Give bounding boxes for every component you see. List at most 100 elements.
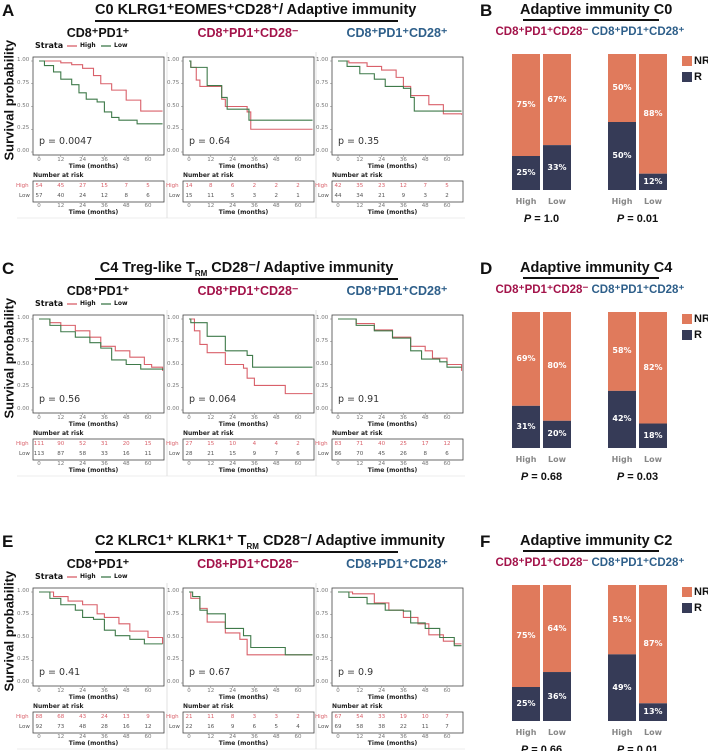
- legend-low-label: Low: [114, 573, 128, 580]
- facet-subtitle: CD8+PD1⁺CD28⁻: [197, 557, 299, 571]
- risk-low-value: 24: [79, 193, 87, 199]
- risk-row-high-label: High: [16, 183, 29, 189]
- y-tick-label: 0.00: [316, 406, 329, 412]
- risk-x-tick-label: 60: [443, 203, 451, 209]
- plot-frame: [32, 314, 165, 414]
- risk-x-tick-label: 0: [187, 203, 191, 209]
- risk-low-value: 15: [185, 193, 193, 199]
- bar-segment-nr: [639, 312, 667, 424]
- risk-low-value: 113: [33, 451, 45, 457]
- y-tick-label: 0.00: [316, 679, 329, 685]
- risk-low-value: 7: [274, 451, 278, 457]
- risk-low-value: 5: [230, 193, 235, 199]
- risk-high-value: 20: [122, 441, 130, 447]
- facet-subtitle: CD8⁺PD1⁺CD28⁻: [197, 284, 299, 298]
- risk-x-tick-label: 12: [207, 461, 215, 467]
- y-axis-label: Survival probability: [1, 570, 17, 692]
- bar-segment-r: [543, 145, 571, 190]
- risk-low-value: 8: [423, 451, 427, 457]
- x-axis-label: Time (months): [367, 467, 418, 474]
- risk-x-tick-label: 0: [336, 461, 340, 467]
- bar-label-nr: 75%: [516, 100, 536, 109]
- y-tick-label: 0.00: [167, 679, 180, 685]
- legend-nr-swatch: [682, 56, 692, 66]
- risk-low-value: 8: [124, 193, 128, 199]
- risk-high-value: 15: [207, 441, 215, 447]
- y-tick-label: 0.50: [316, 360, 329, 367]
- risk-low-value: 34: [356, 193, 364, 199]
- bar-label-r: 33%: [547, 162, 567, 172]
- risk-low-value: 2: [445, 193, 449, 199]
- risk-x-tick-label: 0: [37, 734, 41, 740]
- km-curve-low: [189, 318, 313, 368]
- bar-category-label: High: [611, 728, 633, 737]
- risk-high-value: 54: [35, 183, 43, 189]
- p-value: p = 0.0047: [39, 136, 93, 147]
- x-axis-label: Time (months): [218, 694, 269, 701]
- bar-label-nr: 88%: [643, 108, 663, 118]
- legend-r-swatch: [682, 72, 692, 82]
- strata-label: Strata: [35, 299, 64, 308]
- title-text: CD28⁻/ Adaptive immunity: [207, 260, 394, 276]
- y-tick-label: 0.00: [316, 148, 329, 154]
- risk-row-high-label: High: [315, 441, 328, 447]
- risk-high-value: 33: [378, 714, 386, 720]
- risk-high-value: 24: [100, 714, 108, 720]
- risk-high-value: 14: [185, 183, 193, 189]
- risk-x-tick-label: 0: [336, 203, 340, 209]
- risk-high-value: 11: [207, 714, 215, 720]
- risk-x-tick-label: 24: [79, 461, 87, 467]
- km-title: C0 KLRG1⁺EOMES⁺CD28⁺/ Adaptive immunity: [95, 2, 416, 20]
- facet-subtitle: CD8+PD1⁺CD28⁺: [346, 557, 448, 571]
- risk-x-tick-label: 36: [100, 734, 108, 740]
- risk-x-tick-label: 36: [100, 203, 108, 209]
- bar-segment-r: [639, 173, 667, 190]
- bar-label-nr: 67%: [547, 94, 567, 104]
- risk-x-tick-label: 36: [250, 461, 258, 467]
- risk-x-tick-label: 48: [421, 734, 429, 740]
- risk-high-value: 8: [209, 183, 213, 189]
- risk-high-value: 67: [334, 714, 342, 720]
- risk-low-value: 45: [378, 451, 386, 457]
- bar-label-r: 25%: [516, 699, 536, 708]
- risk-high-value: 12: [443, 441, 451, 447]
- bar-label-nr: 50%: [612, 83, 632, 92]
- risk-high-value: 2: [252, 183, 257, 189]
- risk-low-value: 16: [207, 724, 215, 730]
- risk-low-value: 4: [296, 724, 300, 730]
- p-value: p = 0.35: [338, 136, 380, 147]
- risk-high-value: 15: [100, 183, 108, 189]
- x-tick-label: 24: [79, 415, 87, 421]
- y-tick-label: 0.75: [167, 79, 180, 86]
- risk-row-high-label: High: [166, 183, 179, 189]
- risk-x-tick-label: 48: [421, 461, 429, 467]
- x-tick-label: 12: [207, 415, 215, 421]
- risk-x-tick-label: 60: [294, 734, 302, 740]
- bar-title: Adaptive immunity C0: [520, 2, 673, 18]
- x-tick-label: 12: [356, 415, 364, 421]
- risk-table-frame: [32, 711, 165, 734]
- x-tick-label: 48: [272, 415, 280, 421]
- bar-category-label: High: [611, 455, 633, 464]
- bar-p-value: P = 0.03: [616, 471, 659, 483]
- bar-category-label: High: [515, 455, 537, 464]
- x-tick-label: 24: [229, 415, 237, 421]
- bar-label-r: 12%: [643, 176, 663, 186]
- bar-segment-nr: [608, 54, 636, 122]
- risk-low-value: 12: [144, 724, 152, 730]
- title-text: C4 Treg-like T: [99, 260, 195, 276]
- risk-row-low-label: Low: [19, 724, 30, 730]
- x-axis-label: Time (months): [367, 421, 418, 428]
- risk-table-frame: [182, 180, 315, 203]
- risk-high-value: 40: [378, 441, 386, 447]
- x-axis-label: Time (months): [68, 740, 119, 747]
- facet-subtitle: CD8⁺PD1⁺: [66, 26, 130, 40]
- y-tick-label: 0.00: [17, 679, 30, 685]
- risk-row-low-label: Low: [318, 451, 329, 457]
- risk-x-tick-label: 24: [79, 734, 87, 740]
- legend-low-label: Low: [114, 42, 128, 49]
- risk-high-value: 3: [252, 714, 257, 720]
- risk-low-value: 21: [207, 451, 215, 457]
- x-tick-label: 12: [57, 688, 65, 694]
- x-tick-label: 48: [122, 415, 130, 421]
